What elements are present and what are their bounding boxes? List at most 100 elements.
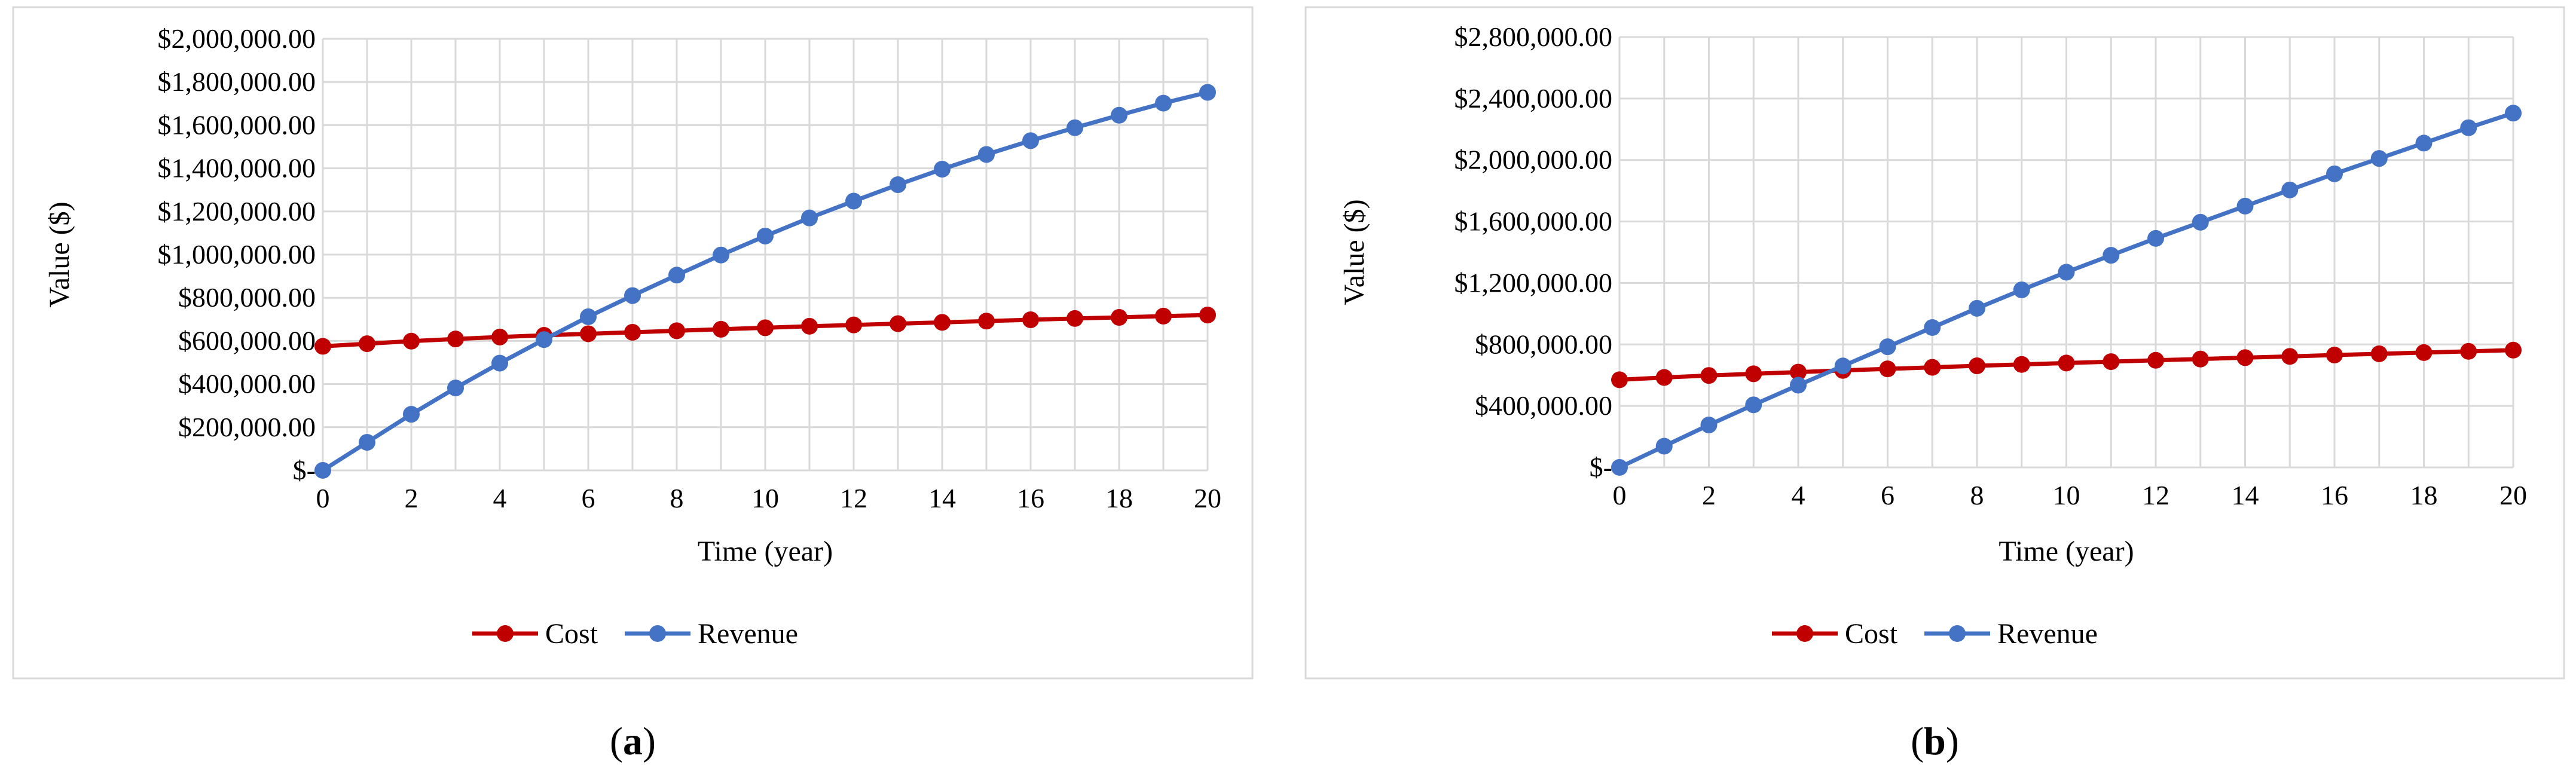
- data-point-cost: [2370, 345, 2388, 362]
- data-point-revenue: [1655, 438, 1673, 455]
- data-point-revenue: [403, 406, 420, 423]
- panel-label: b: [1924, 720, 1946, 763]
- y-tick-label: $1,600,000.00: [1454, 206, 1613, 237]
- data-point-cost: [1655, 369, 1673, 386]
- data-point-cost: [2192, 350, 2209, 368]
- data-point-revenue: [1611, 459, 1628, 476]
- x-tick-label: 12: [2142, 480, 2169, 510]
- legend-marker: [649, 625, 666, 642]
- x-tick-label: 18: [1105, 483, 1133, 513]
- x-axis-title: Time (year): [1999, 536, 2134, 567]
- y-tick-label: $2,000,000.00: [1454, 145, 1613, 175]
- data-point-revenue: [2236, 197, 2254, 215]
- chart-frame: [1304, 6, 2565, 680]
- legend-entry-cost: Cost: [1772, 618, 1898, 650]
- data-point-revenue: [1155, 94, 1172, 112]
- data-point-revenue: [1022, 132, 1039, 149]
- data-point-cost: [2281, 348, 2299, 365]
- data-point-revenue: [2326, 165, 2343, 182]
- data-point-revenue: [1111, 106, 1127, 124]
- data-point-cost: [403, 332, 420, 350]
- data-point-cost: [1022, 311, 1039, 329]
- data-point-cost: [1879, 360, 1896, 378]
- data-point-cost: [713, 320, 729, 338]
- data-point-revenue: [536, 331, 552, 348]
- data-point-cost: [801, 317, 818, 335]
- y-tick-label: $-: [1590, 452, 1612, 482]
- data-point-revenue: [314, 462, 331, 479]
- data-point-cost: [934, 314, 951, 331]
- data-point-revenue: [2281, 181, 2299, 198]
- data-point-cost: [2013, 356, 2030, 373]
- y-tick-label: $1,200,000.00: [1454, 267, 1613, 298]
- data-point-cost: [1790, 363, 1807, 381]
- data-point-cost: [2147, 351, 2164, 369]
- data-point-revenue: [1745, 396, 1762, 414]
- y-tick-label: $2,400,000.00: [1454, 83, 1613, 114]
- data-point-revenue: [934, 161, 951, 178]
- data-point-revenue: [2103, 247, 2120, 264]
- data-point-cost: [2326, 347, 2343, 364]
- y-tick-label: $800,000.00: [178, 282, 316, 313]
- data-point-revenue: [2013, 282, 2030, 298]
- data-point-revenue: [2505, 105, 2522, 122]
- chart-b: $- $400,000.00 $800,000.00 $1,200,000.00 $1,…: [1304, 6, 2565, 763]
- x-tick-label: 0: [316, 483, 330, 513]
- y-axis-title: Value ($): [44, 201, 75, 307]
- x-tick-label: 0: [1613, 480, 1627, 510]
- data-point-revenue: [1700, 417, 1718, 434]
- y-tick-label: $400,000.00: [1475, 390, 1612, 421]
- data-point-cost: [447, 331, 464, 348]
- chart-panel-a: $- $200,000.00 $400,000.00 $600,000.00 $800,…: [0, 0, 1279, 774]
- data-point-revenue: [1790, 377, 1807, 394]
- data-point-cost: [668, 322, 685, 339]
- data-point-revenue: [757, 227, 774, 244]
- x-tick-label: 2: [1702, 480, 1716, 510]
- legend-label: Revenue: [1997, 618, 2098, 650]
- chart-panel-b: $- $400,000.00 $800,000.00 $1,200,000.00 $1,…: [1297, 0, 2576, 774]
- x-tick-label: 10: [2053, 480, 2080, 510]
- y-tick-label: $2,000,000.00: [158, 23, 316, 54]
- data-point-cost: [2415, 344, 2433, 361]
- y-tick-label: $1,600,000.00: [158, 109, 316, 140]
- data-point-revenue: [624, 287, 641, 304]
- data-point-cost: [757, 319, 774, 336]
- x-tick-label: 10: [751, 483, 779, 513]
- data-point-revenue: [890, 176, 906, 194]
- data-point-revenue: [491, 354, 508, 372]
- data-point-cost: [1611, 371, 1628, 388]
- panel-caption: (b): [1911, 720, 1959, 763]
- data-point-cost: [1199, 307, 1216, 324]
- x-tick-label: 4: [1792, 480, 1805, 510]
- data-point-cost: [1700, 367, 1718, 384]
- data-point-cost: [359, 335, 375, 353]
- x-tick-label: 4: [493, 483, 507, 513]
- data-point-revenue: [668, 267, 685, 284]
- x-tick-label: 14: [928, 483, 956, 513]
- x-axis-title: Time (year): [698, 536, 833, 567]
- legend-marker: [1949, 625, 1966, 642]
- data-point-cost: [2460, 342, 2477, 360]
- data-point-cost: [890, 315, 906, 332]
- x-tick-label: 16: [1017, 483, 1044, 513]
- data-point-cost: [1924, 359, 1941, 376]
- legend-marker: [1796, 625, 1813, 642]
- legend-entry-revenue: Revenue: [1924, 618, 2098, 650]
- data-point-revenue: [1879, 338, 1896, 356]
- data-point-cost: [491, 328, 508, 345]
- y-axis-title: Value ($): [1339, 199, 1370, 305]
- data-point-revenue: [2192, 213, 2209, 231]
- x-tick-label: 8: [670, 483, 684, 513]
- data-point-cost: [1969, 357, 1985, 375]
- legend-label: Cost: [1845, 618, 1898, 650]
- data-point-revenue: [801, 209, 818, 227]
- x-tick-label: 6: [582, 483, 595, 513]
- data-point-cost: [580, 325, 597, 342]
- y-tick-label: $1,800,000.00: [158, 66, 316, 97]
- y-tick-label: $600,000.00: [178, 325, 316, 356]
- data-point-cost: [624, 323, 641, 341]
- y-tick-label: $1,400,000.00: [158, 153, 316, 183]
- legend-label: Revenue: [698, 618, 798, 650]
- x-tick-label: 16: [2321, 480, 2348, 510]
- y-tick-label: $-: [293, 455, 316, 485]
